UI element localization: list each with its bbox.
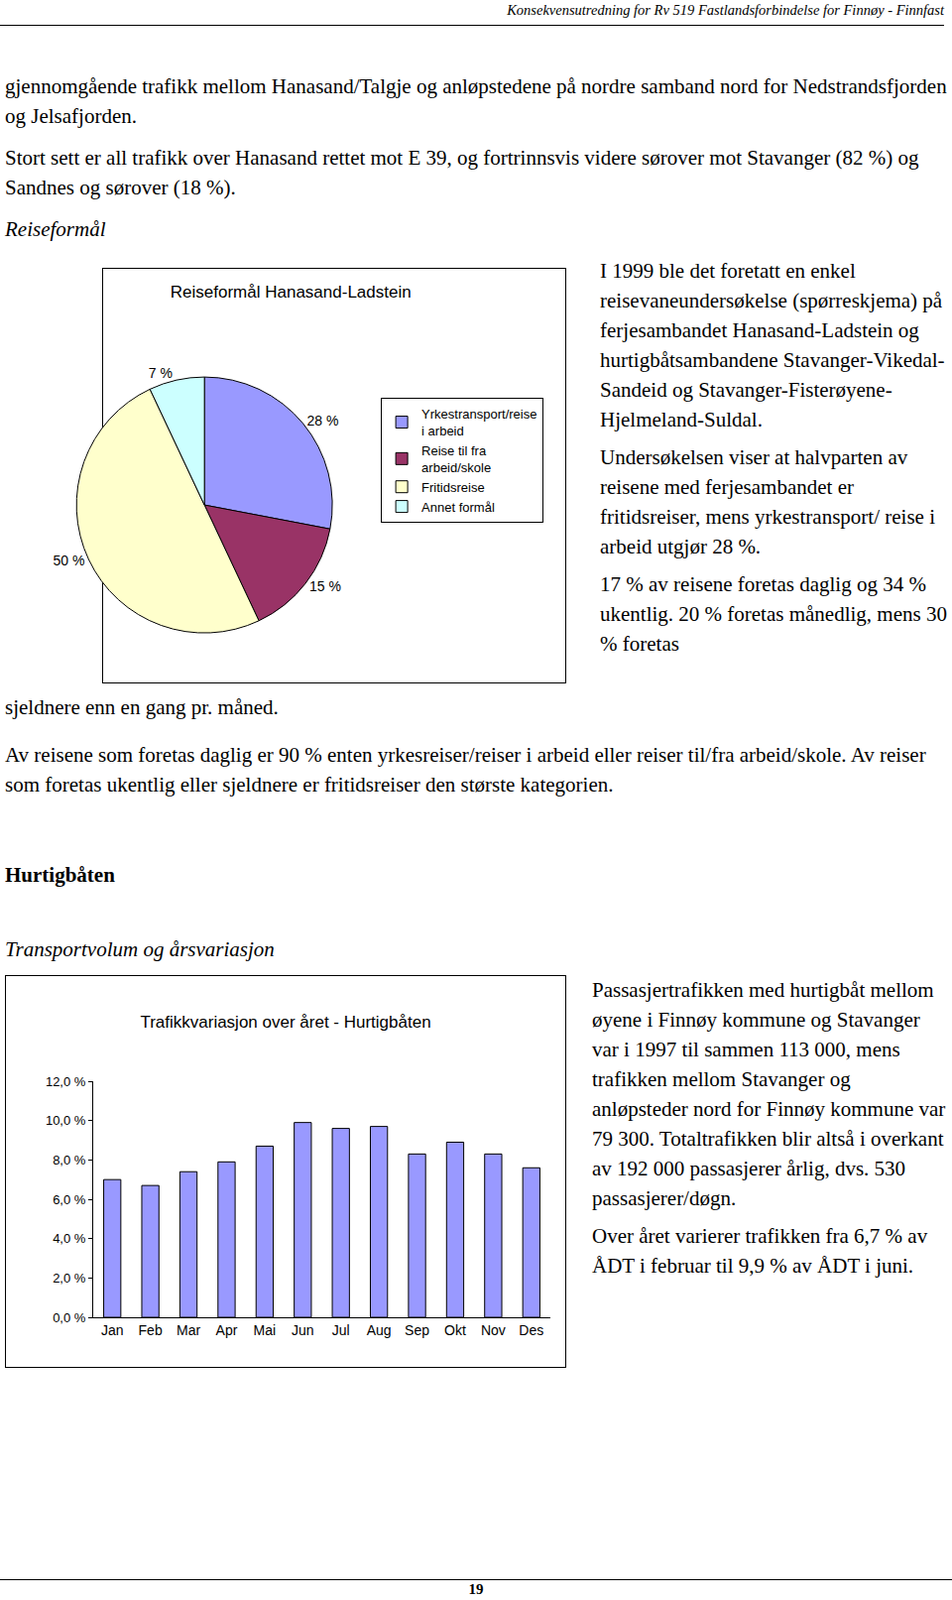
svg-text:Yrkestransport/reisei arbeid: Yrkestransport/reisei arbeid (421, 406, 537, 439)
svg-text:50 %: 50 % (52, 552, 85, 569)
svg-text:Mar: Mar (176, 1321, 201, 1338)
svg-text:Feb: Feb (138, 1321, 163, 1338)
svg-text:Reise til fraarbeid/skole: Reise til fraarbeid/skole (421, 443, 491, 476)
svg-text:Apr: Apr (216, 1321, 238, 1338)
svg-text:12,0 %: 12,0 % (45, 1073, 87, 1089)
html-text:Passasjertrafikken med hurtigb: Passasjertrafikken med hurtigbåt mellom … (592, 977, 946, 1210)
html-text:19: 19 (468, 1580, 484, 1597)
html-text:Undersøkelsen viser at halvpar: Undersøkelsen viser at halvparten av rei… (599, 445, 936, 559)
html-text:Hurtigbåten: Hurtigbåten (4, 862, 115, 887)
html-text:I 1999 ble det foretatt en enk: I 1999 ble det foretatt en enkel reiseva… (599, 258, 945, 432)
svg-text:Reiseformål Hanasand-Ladstein: Reiseformål Hanasand-Ladstein (170, 282, 412, 302)
html-text:Transportvolum og årsvariasjon: Transportvolum og årsvariasjon (4, 937, 275, 961)
svg-text:4,0 %: 4,0 % (52, 1230, 87, 1246)
svg-text:Jan: Jan (101, 1321, 124, 1338)
svg-text:Jun: Jun (291, 1321, 315, 1338)
svg-text:0,0 %: 0,0 % (52, 1309, 87, 1325)
svg-text:28 %: 28 % (307, 412, 340, 429)
html-text:Stort sett er all trafikk over: Stort sett er all trafikk over Hanasand … (4, 145, 919, 200)
svg-text:2,0 %: 2,0 % (52, 1270, 87, 1286)
html-text:Konsekvensutredning for Rv 519: Konsekvensutredning for Rv 519 Fastlands… (506, 1, 945, 18)
html-text:Reiseformål: Reiseformål (4, 217, 106, 241)
html-text:gjennomgående trafikk mellom H: gjennomgående trafikk mellom Hanasand/Ta… (4, 74, 947, 128)
svg-text:6,0 %: 6,0 % (52, 1191, 87, 1207)
svg-text:15 %: 15 % (309, 578, 342, 595)
svg-text:Sep: Sep (404, 1321, 430, 1338)
svg-text:Trafikkvariasjon over året - H: Trafikkvariasjon over året - Hurtigbåten (139, 1012, 431, 1032)
html-text:17 % av reisene foretas daglig: 17 % av reisene foretas daglig og 34 % u… (599, 572, 947, 656)
svg-text:Nov: Nov (480, 1321, 506, 1338)
svg-text:Aug: Aug (366, 1321, 392, 1338)
svg-text:10,0 %: 10,0 % (45, 1112, 87, 1128)
svg-text:Mai: Mai (253, 1321, 277, 1338)
html-text:sjeldnere enn en gang pr. måne: sjeldnere enn en gang pr. måned. (4, 695, 279, 719)
html-text:Over året varierer trafikken f: Over året varierer trafikken fra 6,7 % a… (592, 1223, 928, 1278)
svg-text:7 %: 7 % (148, 364, 173, 381)
svg-text:8,0 %: 8,0 % (52, 1152, 87, 1168)
svg-text:Des: Des (518, 1321, 544, 1338)
svg-text:Okt: Okt (444, 1321, 467, 1338)
html-text:Av reisene som foretas daglig: Av reisene som foretas daglig er 90 % en… (4, 742, 926, 797)
svg-text:Fritidsreise: Fritidsreise (421, 479, 485, 495)
svg-text:Jul: Jul (332, 1321, 351, 1338)
svg-text:Annet formål: Annet formål (421, 499, 495, 515)
